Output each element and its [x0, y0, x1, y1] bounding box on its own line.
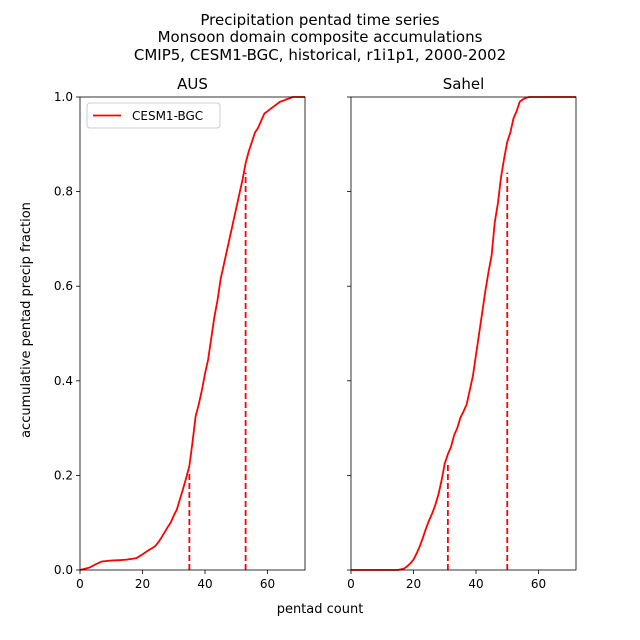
x-tick-label: 20	[406, 577, 421, 591]
figure-title-line-2: Monsoon domain composite accumulations	[158, 28, 483, 46]
plot-frame	[350, 96, 577, 571]
y-axis-label: accumulative pentad precip fraction	[19, 202, 34, 438]
x-tick-label: 60	[260, 577, 275, 591]
legend-label: CESM1-BGC	[132, 109, 203, 123]
panel-sahel: Sahel 0 20 40 60	[347, 75, 577, 591]
x-tick-label: 0	[347, 577, 355, 591]
y-tick-label: 0.0	[54, 563, 73, 577]
y-tick-label: 1.0	[54, 90, 73, 104]
y-tick-label: 0.4	[54, 374, 73, 388]
y-tick-label: 0.2	[54, 468, 73, 482]
x-tick-label: 0	[76, 577, 84, 591]
figure-title-line-3: CMIP5, CESM1-BGC, historical, r1i1p1, 20…	[134, 46, 506, 64]
y-tick-label: 0.8	[54, 185, 73, 199]
x-tick-label: 40	[197, 577, 212, 591]
series-line	[79, 96, 305, 571]
panel-title: AUS	[177, 75, 208, 93]
figure-title-line-1: Precipitation pentad time series	[200, 11, 439, 29]
panel-title: Sahel	[443, 75, 485, 93]
x-tick-label: 60	[531, 577, 546, 591]
panel-aus: AUS 0 20 40 60 0.0 0.2 0.4 0.6 0.8 1.0 CESM1-BGC	[54, 75, 306, 591]
x-tick-label: 20	[135, 577, 150, 591]
series-line	[351, 96, 576, 571]
x-tick-label: 40	[468, 577, 483, 591]
y-tick-label: 0.6	[54, 279, 73, 293]
plot-frame	[79, 96, 306, 571]
legend-box	[86, 102, 221, 129]
x-axis-label: pentad count	[277, 602, 364, 617]
